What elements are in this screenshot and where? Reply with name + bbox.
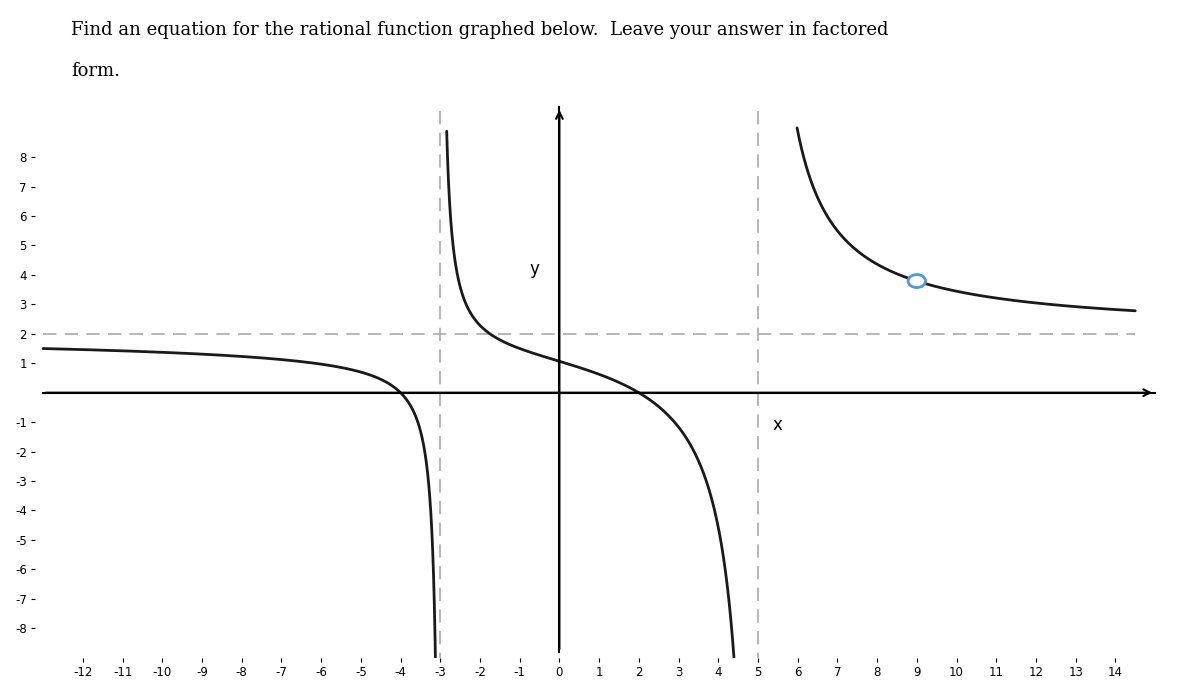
Text: form.: form. xyxy=(71,62,119,81)
Text: x: x xyxy=(773,416,782,434)
Text: y: y xyxy=(530,260,539,278)
Text: Find an equation for the rational function graphed below.  Leave your answer in : Find an equation for the rational functi… xyxy=(71,21,889,39)
Circle shape xyxy=(908,275,926,287)
